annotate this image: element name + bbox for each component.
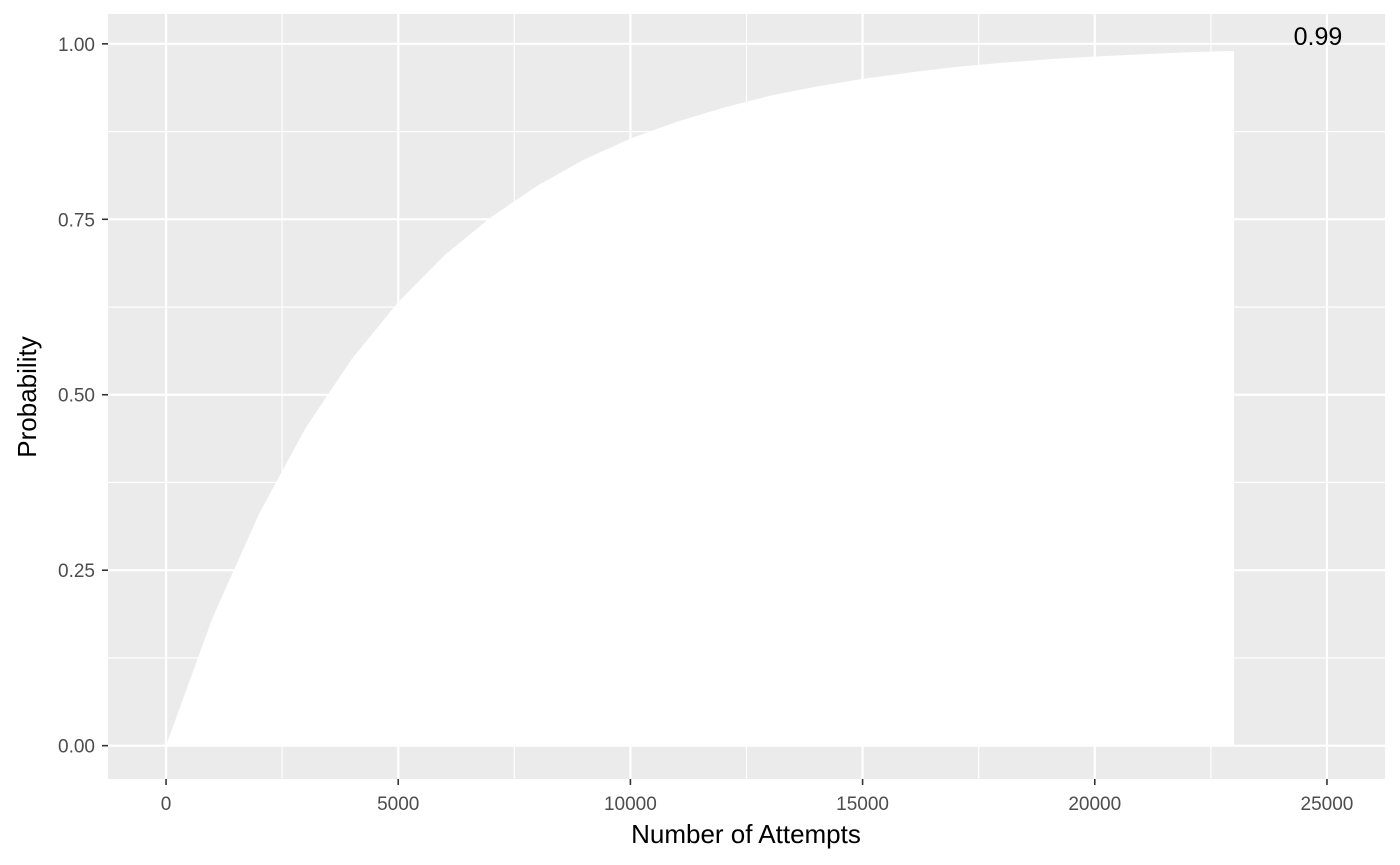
- x-axis-title: Number of Attempts: [631, 819, 861, 849]
- y-tick-label: 0.25: [58, 561, 95, 582]
- x-tick-label: 5000: [377, 794, 419, 815]
- y-tick-label: 0.75: [58, 210, 95, 231]
- annotation-label: 0.99: [1294, 23, 1343, 51]
- probability-area: [166, 50, 1235, 746]
- x-tick-label: 10000: [604, 794, 657, 815]
- x-tick-label: 0: [161, 794, 172, 815]
- area-layer: [166, 50, 1235, 746]
- x-tick-label: 25000: [1301, 794, 1354, 815]
- y-tick-label: 0.50: [58, 386, 95, 407]
- y-axis-title: Probability: [12, 336, 42, 457]
- y-tick-label: 1.00: [58, 35, 95, 56]
- y-axis: 0.00 0.25 0.50 0.75 1.00: [58, 35, 108, 758]
- x-tick-label: 20000: [1068, 794, 1121, 815]
- x-tick-label: 15000: [836, 794, 889, 815]
- annotations: 0.99: [1294, 23, 1343, 51]
- y-tick-label: 0.00: [58, 737, 95, 758]
- x-axis: 0 5000 10000 15000 20000 25000: [161, 779, 1354, 815]
